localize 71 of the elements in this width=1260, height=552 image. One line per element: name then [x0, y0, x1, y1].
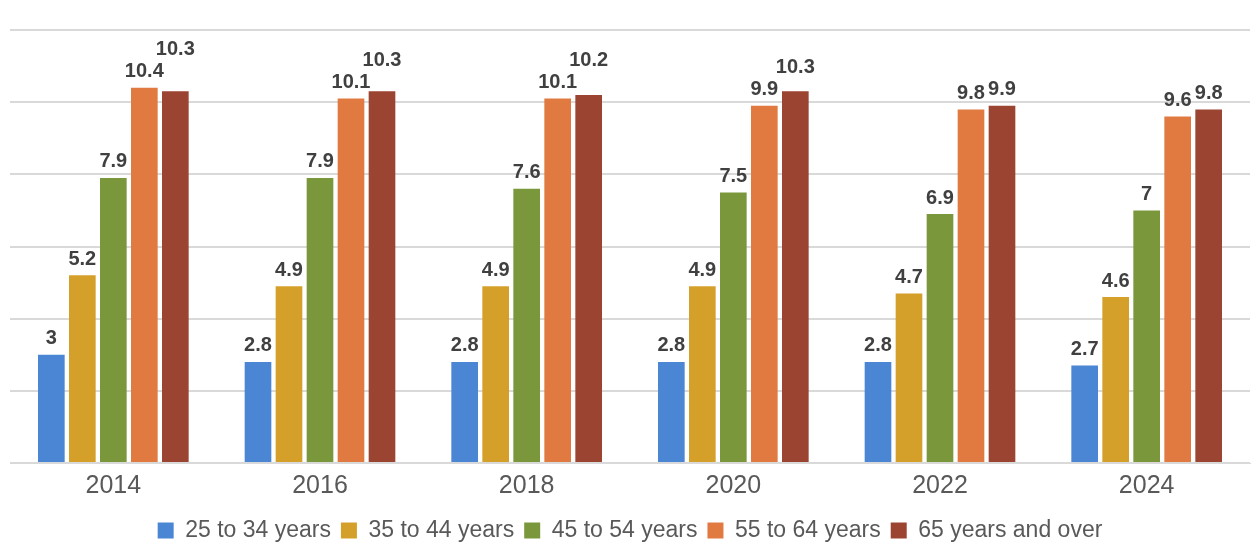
data-label: 2.8 — [244, 333, 272, 356]
bar — [1133, 210, 1160, 462]
data-label: 2.8 — [450, 333, 479, 356]
bar — [1071, 365, 1098, 462]
bar — [1195, 109, 1222, 462]
x-tick-label: 2022 — [912, 469, 968, 498]
data-label: 4.7 — [895, 264, 923, 287]
data-label: 10.1 — [331, 70, 371, 93]
bar — [131, 87, 158, 462]
bar — [544, 98, 571, 462]
bar — [337, 98, 365, 462]
bar — [451, 361, 478, 462]
bar — [69, 275, 96, 462]
bar — [162, 91, 189, 462]
data-label: 2.8 — [864, 333, 892, 356]
data-label: 9.6 — [1163, 88, 1192, 111]
data-label: 9.8 — [957, 80, 985, 103]
bar — [275, 286, 303, 462]
legend-label: 45 to 54 years — [551, 515, 698, 542]
data-label: 7 — [1141, 181, 1153, 204]
bar — [244, 361, 272, 462]
bar — [689, 286, 716, 462]
data-label: 10.1 — [538, 70, 578, 93]
data-label: 6.9 — [926, 185, 954, 208]
data-label: 4.9 — [688, 257, 717, 280]
legend-label: 65 years and over — [918, 515, 1103, 542]
data-label: 3 — [45, 326, 57, 349]
data-label: 4.6 — [1101, 268, 1130, 291]
legend-label: 35 to 44 years — [368, 515, 515, 542]
bar — [864, 361, 892, 462]
data-label: 4.9 — [275, 257, 303, 280]
bar — [100, 177, 127, 462]
data-label: 2.7 — [1070, 337, 1099, 360]
data-label: 9.9 — [988, 77, 1016, 100]
bar — [368, 91, 396, 462]
legend-label: 55 to 64 years — [734, 515, 881, 542]
bar — [988, 105, 1016, 462]
x-tick-label: 2018 — [498, 469, 555, 498]
data-label: 7.5 — [719, 163, 748, 186]
data-label: 2.8 — [657, 333, 686, 356]
bar — [957, 109, 985, 462]
data-label: 10.3 — [775, 55, 815, 78]
bar — [1102, 297, 1129, 462]
legend-label: 25 to 34 years — [185, 515, 331, 542]
x-tick-label: 2016 — [292, 469, 348, 498]
x-tick-label: 2014 — [85, 469, 142, 498]
data-label: 4.9 — [481, 257, 510, 280]
data-label: 7.6 — [512, 160, 541, 183]
bar — [306, 177, 334, 462]
bar — [1164, 116, 1191, 462]
data-label: 9.8 — [1194, 80, 1223, 103]
data-label: 10.4 — [124, 59, 165, 82]
bar — [513, 188, 540, 462]
x-tick-label: 2024 — [1118, 469, 1175, 498]
bar — [782, 91, 809, 462]
bar — [482, 286, 509, 462]
data-label: 5.2 — [68, 246, 97, 269]
bar — [658, 361, 685, 462]
bar — [720, 192, 747, 462]
data-label: 10.3 — [155, 37, 195, 60]
data-label: 7.9 — [99, 149, 128, 172]
data-label: 10.2 — [569, 48, 609, 71]
data-label: 7.9 — [306, 149, 334, 172]
data-label: 9.9 — [750, 77, 779, 100]
x-tick-label: 2020 — [705, 469, 762, 498]
data-label: 10.3 — [362, 48, 402, 71]
bar — [575, 94, 602, 462]
bar — [895, 293, 923, 462]
bar — [926, 214, 954, 462]
bar — [38, 354, 65, 462]
bar — [751, 105, 778, 462]
